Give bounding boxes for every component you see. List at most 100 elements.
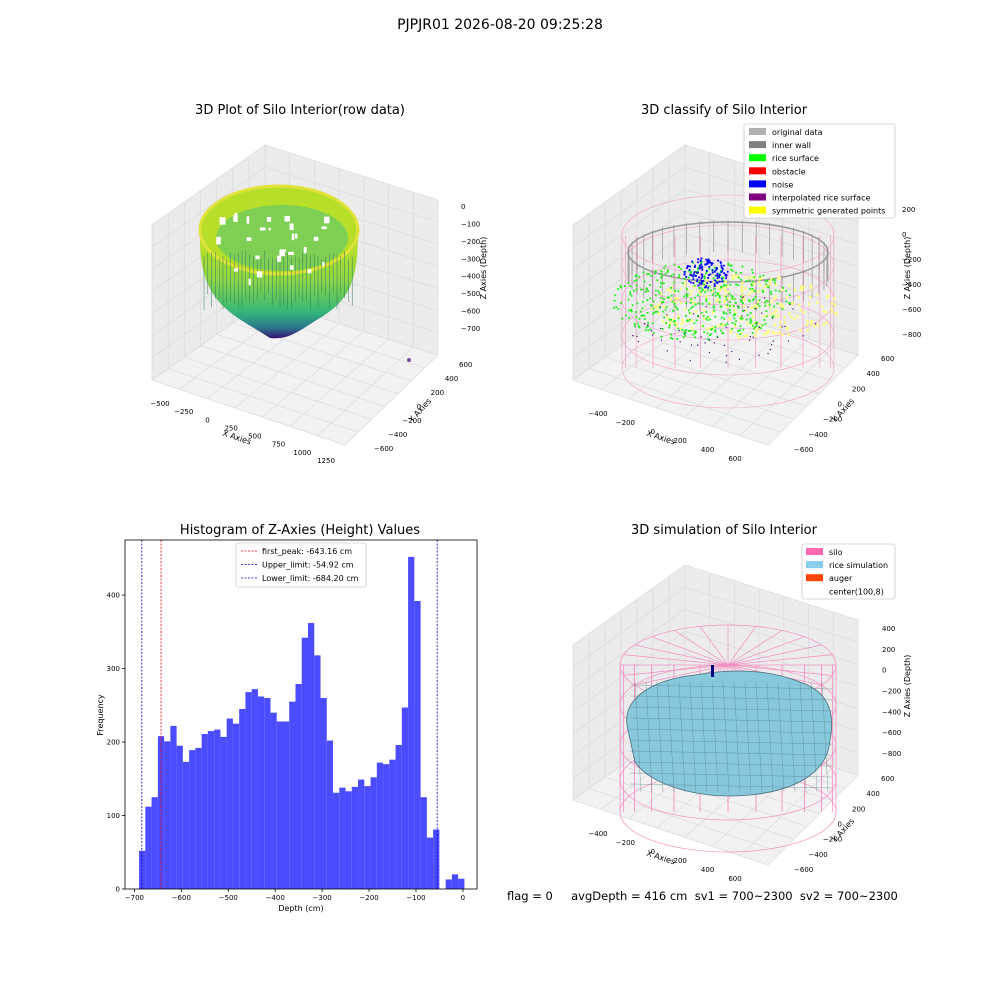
y-tick-label: −600	[374, 445, 393, 453]
point	[701, 282, 704, 285]
point	[778, 290, 781, 293]
point	[753, 276, 756, 279]
point	[687, 309, 690, 312]
point	[668, 289, 672, 293]
gap-patch	[246, 216, 250, 224]
point	[702, 317, 706, 320]
point	[753, 297, 755, 300]
point	[697, 261, 699, 264]
histogram-bar	[276, 721, 283, 889]
point	[810, 322, 813, 325]
y-tick-label: 0	[838, 401, 842, 409]
point	[700, 263, 703, 266]
point	[711, 269, 714, 272]
point	[687, 276, 690, 279]
histogram-bar	[282, 721, 290, 889]
point	[753, 290, 756, 293]
mesh-line	[810, 681, 818, 793]
point	[683, 295, 686, 298]
point	[732, 305, 735, 308]
point	[696, 280, 699, 283]
point	[644, 291, 647, 293]
grid-line	[684, 631, 859, 687]
point	[809, 284, 813, 287]
point	[724, 324, 727, 327]
point	[731, 322, 734, 324]
point	[650, 275, 653, 277]
point	[723, 272, 726, 275]
legend-swatch	[749, 128, 766, 135]
point	[739, 333, 742, 335]
point	[671, 300, 674, 303]
point	[659, 306, 662, 308]
point	[647, 273, 650, 275]
point	[700, 311, 703, 314]
point	[769, 348, 772, 351]
point	[677, 266, 680, 269]
gap-patch	[248, 278, 251, 286]
point	[638, 275, 641, 278]
point	[698, 290, 701, 293]
point	[757, 322, 761, 326]
panel-simulation-title: 3D simulation of Silo Interior	[631, 523, 817, 538]
y-tick-label: −600	[794, 866, 813, 874]
point	[739, 318, 743, 322]
point	[667, 269, 669, 271]
x-tick-label: 600	[728, 455, 741, 463]
point	[627, 281, 630, 284]
point	[737, 305, 739, 307]
figure-title: PJPJR01 2026-08-20 09:25:28	[397, 17, 603, 33]
legend-label: obstacle	[772, 167, 806, 176]
point	[660, 270, 663, 272]
legend-label: Upper_limit: -54.92 cm	[262, 561, 354, 570]
point	[735, 334, 739, 337]
point	[785, 300, 788, 303]
point	[699, 267, 702, 269]
point	[730, 329, 733, 333]
point	[635, 279, 638, 282]
point	[783, 321, 787, 324]
point	[707, 316, 710, 319]
point	[720, 269, 722, 272]
point	[729, 304, 732, 307]
point	[691, 302, 695, 305]
mesh-line	[629, 695, 833, 701]
mesh-line	[629, 717, 833, 723]
point	[639, 310, 642, 313]
z-tick-label: 200	[882, 646, 895, 654]
point	[692, 313, 695, 315]
point	[660, 272, 662, 275]
point	[643, 314, 646, 317]
point	[672, 318, 676, 321]
point	[654, 294, 657, 297]
point	[637, 340, 639, 343]
point	[677, 314, 680, 318]
point	[772, 279, 774, 281]
point	[714, 284, 718, 288]
point	[762, 291, 765, 294]
grid-line	[572, 166, 686, 248]
point	[752, 325, 754, 327]
point	[737, 330, 739, 333]
point	[697, 302, 700, 305]
point	[712, 325, 716, 329]
grid-line	[628, 315, 735, 399]
point	[661, 328, 664, 330]
point	[736, 275, 740, 278]
histogram-bar	[389, 759, 396, 889]
point	[703, 331, 706, 333]
point	[741, 294, 744, 298]
point	[740, 290, 744, 294]
point	[714, 287, 716, 290]
point	[764, 322, 767, 325]
point	[620, 286, 623, 289]
point	[689, 329, 692, 332]
point	[652, 300, 655, 303]
point	[722, 312, 725, 315]
point	[621, 317, 624, 320]
point	[683, 332, 685, 335]
grid-line	[652, 322, 833, 381]
point	[662, 310, 665, 313]
point	[697, 268, 700, 271]
point	[697, 284, 700, 287]
